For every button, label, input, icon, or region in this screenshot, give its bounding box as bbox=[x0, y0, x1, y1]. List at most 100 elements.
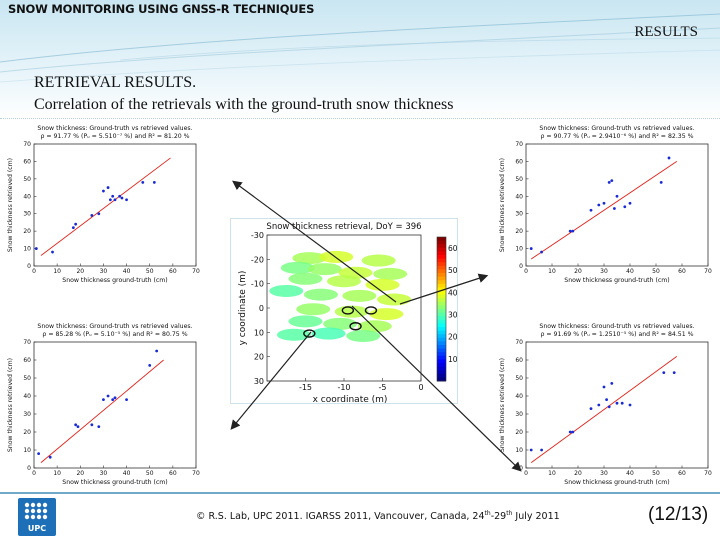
data-point bbox=[120, 196, 124, 200]
colorbar-segment bbox=[437, 258, 446, 263]
credit-prefix: © R.S. Lab, UPC 2011. IGARSS 2011, Vanco… bbox=[196, 511, 485, 523]
plot-title-line-1: Snow thickness: Ground-truth vs retrieve… bbox=[539, 323, 694, 330]
data-point bbox=[97, 212, 101, 216]
colorbar-segment bbox=[437, 337, 446, 342]
heatmap-cell bbox=[319, 250, 354, 263]
y-tick-label: 10 bbox=[23, 246, 31, 253]
colorbar-segment bbox=[437, 280, 446, 285]
credit-suffix: July 2011 bbox=[512, 511, 560, 523]
x-tick-label: 70 bbox=[704, 268, 712, 275]
heatmap-cell bbox=[269, 284, 304, 297]
colorbar-segment bbox=[437, 327, 446, 332]
colorbar-tick-label: 20 bbox=[448, 333, 457, 342]
y-tick-label: 40 bbox=[23, 193, 31, 200]
x-tick-label: 50 bbox=[146, 268, 154, 275]
plot-title-line-2: ρ = 91.69 % (Pᵤ = 1.2510⁻⁵ %) and R² = 8… bbox=[540, 331, 693, 338]
colorbar-segment bbox=[437, 348, 446, 353]
slide-heading: RETRIEVAL RESULTS. Correlation of the re… bbox=[34, 72, 453, 116]
data-point bbox=[605, 398, 608, 401]
x-tick-label: 20 bbox=[76, 470, 84, 477]
y-tick-label: 40 bbox=[515, 393, 523, 400]
y-tick-label: 0 bbox=[519, 263, 523, 270]
y-axis-label: Snow thickness retrieved (cm) bbox=[7, 158, 14, 252]
plot-frame bbox=[33, 143, 197, 267]
heading-line-2: Correlation of the retrievals with the g… bbox=[34, 96, 454, 113]
scatter-plot-bottom-left: Snow thickness: Ground-truth vs retrieve… bbox=[4, 320, 204, 490]
x-axis-label: Snow thickness ground-truth (cm) bbox=[564, 277, 669, 284]
x-tick-label: 0 bbox=[524, 470, 528, 477]
data-point bbox=[118, 194, 122, 198]
credit-mid: -29 bbox=[490, 511, 507, 523]
colorbar-segment bbox=[437, 373, 446, 378]
colorbar-segment bbox=[437, 352, 446, 357]
colorbar-segment bbox=[437, 287, 446, 292]
logo-text: UPC bbox=[28, 524, 46, 533]
y-tick-label: 60 bbox=[23, 158, 31, 165]
y-tick-label: 20 bbox=[515, 228, 523, 235]
y-tick-label: 20 bbox=[23, 429, 31, 436]
data-point bbox=[628, 201, 632, 205]
colorbar-tick-label: 60 bbox=[448, 244, 457, 253]
colorbar-tick-label: 10 bbox=[448, 355, 457, 364]
y-tick-label: 10 bbox=[23, 447, 31, 454]
y-tick-label: 20 bbox=[515, 429, 523, 436]
section-label: RESULTS bbox=[634, 24, 698, 40]
heatmap-y-tick-label: 20 bbox=[254, 353, 264, 362]
plot-title-line-1: Snow thickness: Ground-truth vs retrieve… bbox=[37, 323, 192, 330]
x-tick-label: 50 bbox=[146, 470, 154, 477]
plot-title-line-2: ρ = 85.28 % (Pᵤ = 5.10⁻⁵ %) and R² = 80.… bbox=[42, 331, 187, 338]
y-tick-label: 70 bbox=[23, 141, 31, 148]
heatmap-title: Snow thickness retrieval, DoY = 396 bbox=[266, 222, 421, 232]
colorbar-segment bbox=[437, 244, 446, 249]
colorbar-segment bbox=[437, 305, 446, 310]
x-tick-label: 60 bbox=[678, 268, 686, 275]
y-tick-label: 60 bbox=[515, 158, 523, 165]
colorbar-segment bbox=[437, 366, 446, 371]
x-tick-label: 40 bbox=[626, 268, 634, 275]
x-tick-label: 40 bbox=[123, 470, 131, 477]
data-point bbox=[141, 180, 145, 184]
data-point bbox=[76, 425, 80, 428]
x-tick-label: 10 bbox=[53, 470, 61, 477]
y-tick-label: 50 bbox=[23, 176, 31, 183]
scatter-plot-bottom-right-svg: Snow thickness: Ground-truth vs retrieve… bbox=[499, 323, 712, 486]
heatmap-cell bbox=[373, 267, 408, 280]
heading-line-1: RETRIEVAL RESULTS. bbox=[34, 74, 197, 91]
footer-bar bbox=[0, 492, 720, 540]
data-point bbox=[71, 226, 75, 230]
data-point bbox=[672, 371, 676, 374]
x-tick-label: 0 bbox=[524, 268, 528, 275]
y-tick-label: 60 bbox=[23, 357, 31, 364]
y-tick-label: 50 bbox=[515, 176, 523, 183]
colorbar-segment bbox=[437, 265, 446, 270]
scatter-plot-top-left-svg: Snow thickness: Ground-truth vs retrieve… bbox=[7, 125, 200, 284]
data-point bbox=[597, 403, 601, 407]
colorbar-segment bbox=[437, 309, 446, 314]
heatmap-y-tick-label: -20 bbox=[251, 255, 264, 264]
colorbar-segment bbox=[437, 262, 446, 267]
y-tick-label: 0 bbox=[27, 465, 31, 472]
fit-line bbox=[40, 359, 164, 463]
x-axis-label: Snow thickness ground-truth (cm) bbox=[62, 277, 167, 284]
heatmap-cell bbox=[296, 303, 331, 316]
heatmap-panel: Snow thickness retrieval, DoY = 396 -15 -1… bbox=[230, 218, 458, 405]
x-tick-label: 30 bbox=[100, 268, 108, 275]
data-point bbox=[51, 250, 54, 254]
heatmap-x-axis-label: x coordinate (m) bbox=[313, 395, 388, 403]
y-tick-label: 30 bbox=[515, 411, 523, 418]
data-point bbox=[90, 214, 94, 217]
data-point bbox=[615, 194, 619, 198]
data-point bbox=[529, 448, 533, 452]
data-point bbox=[597, 203, 601, 207]
x-tick-label: 50 bbox=[652, 268, 660, 275]
colorbar-segment bbox=[437, 370, 446, 375]
data-point bbox=[113, 396, 117, 400]
y-tick-label: 60 bbox=[515, 357, 523, 364]
heatmap-cell bbox=[342, 289, 377, 302]
upc-logo-icon: UPC bbox=[24, 502, 48, 533]
colorbar-segment bbox=[437, 283, 446, 288]
heatmap-x-tick-label: -10 bbox=[337, 383, 350, 392]
data-point bbox=[111, 194, 115, 198]
colorbar-segment bbox=[437, 273, 446, 278]
